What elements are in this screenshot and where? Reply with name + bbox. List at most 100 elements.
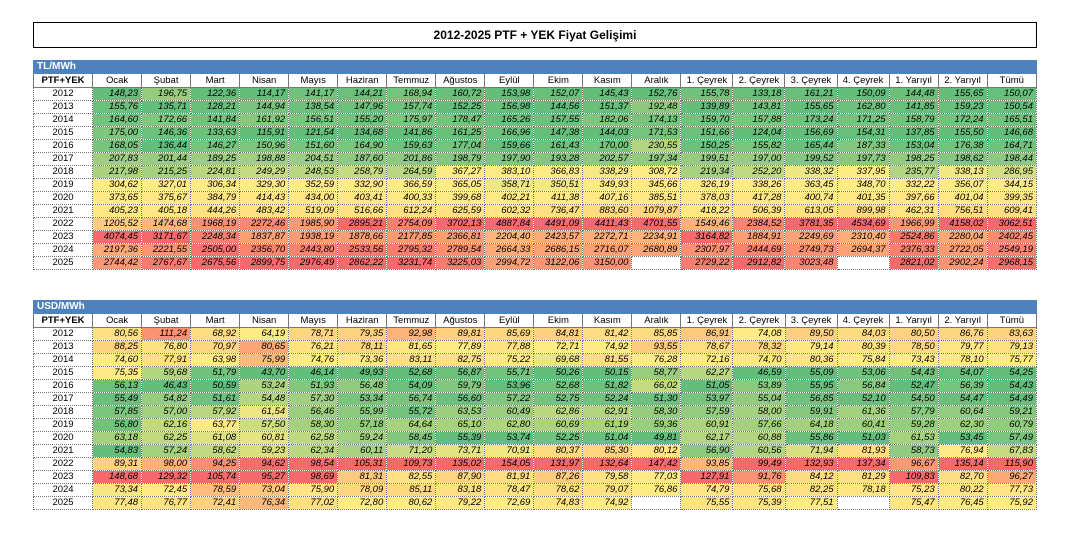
value-cell: 155,50 [937,126,988,140]
value-cell: 198,25 [888,152,939,166]
value-cell: 153,98 [484,87,535,101]
value-cell: 74,83 [533,496,584,510]
value-cell: 156,98 [484,100,535,114]
value-cell: 2675,56 [190,256,241,270]
value-cell: 144,21 [337,87,388,101]
value-cell: 53,45 [937,431,988,445]
value-cell: 2716,07 [582,243,633,257]
value-cell: 60,41 [836,418,890,432]
value-cell: 1985,90 [288,217,339,231]
value-cell: 78,11 [337,340,388,354]
value-cell: 98,00 [141,457,192,471]
year-cell: 2021 [32,444,94,458]
value-cell: 2729,22 [680,256,734,270]
value-cell: 345,66 [631,178,682,192]
value-cell: 63,18 [92,431,143,445]
column-header: Nisan [239,73,290,88]
value-cell: 258,79 [337,165,388,179]
value-cell: 137,34 [836,457,890,471]
value-cell: 81,93 [836,444,890,458]
value-cell: 3225,03 [435,256,486,270]
value-cell: 1938,19 [288,230,339,244]
value-cell: 2664,33 [484,243,535,257]
value-cell: 4534,69 [836,217,890,231]
value-cell: 160,72 [435,87,486,101]
value-cell: 144,94 [239,100,290,114]
value-cell: 76,80 [141,340,192,354]
value-cell: 74,08 [732,327,786,341]
value-cell: 128,21 [190,100,241,114]
value-cell: 73,71 [435,444,486,458]
value-cell: 54,43 [986,379,1038,393]
value-cell: 366,59 [386,178,437,192]
value-cell: 49,81 [631,431,682,445]
value-cell: 192,48 [631,100,682,114]
value-cell: 51,04 [582,431,633,445]
column-header: Mart [190,73,241,88]
column-header: Ekim [533,313,584,328]
value-cell: 2549,19 [986,243,1038,257]
value-cell: 350,51 [533,178,584,192]
value-cell: 71,20 [386,444,437,458]
value-cell: 2376,33 [888,243,939,257]
value-cell: 73,36 [337,353,388,367]
value-cell: 74,70 [732,353,786,367]
value-cell: 2366,81 [435,230,486,244]
value-cell: 164,90 [337,139,388,153]
data-row: 2021 54,83 57,24 58,62 59,23 62,34 60,11 71,20 7… [32,444,1038,458]
value-cell: 86,76 [937,327,988,341]
column-header: Nisan [239,313,290,328]
header-row: PTF+YEK Ocak Şubat Mart Nisan Mayıs Haziran Tem… [32,73,1038,88]
column-header: Şubat [141,73,192,88]
value-cell: 55,04 [732,392,786,406]
data-row: 2017 55,49 54,82 51,61 54,48 57,30 53,34 56,74 5… [32,392,1038,406]
value-cell: 76,45 [937,496,988,510]
value-cell: 78,09 [337,483,388,497]
value-cell: 1968,19 [190,217,241,231]
column-header: 2. Çeyrek [732,73,786,88]
value-cell: 72,80 [337,496,388,510]
value-cell: 154,31 [836,126,890,140]
column-header: Eylül [484,73,535,88]
value-cell: 150,09 [836,87,890,101]
column-header: 1. Çeyrek [680,73,734,88]
value-cell: 148,68 [92,470,143,484]
value-cell: 72,16 [680,353,734,367]
column-header: Temmuz [386,73,437,88]
unit-label: USD/MWh [33,300,1037,314]
value-cell: 99,49 [732,457,786,471]
value-cell: 61,19 [582,418,633,432]
value-cell: 81,31 [337,470,388,484]
value-cell: 2249,69 [784,230,838,244]
value-cell: 81,55 [582,353,633,367]
value-cell: 418,22 [680,204,734,218]
value-cell: 59,68 [141,366,192,380]
value-cell: 96,67 [888,457,939,471]
value-cell: 152,07 [533,87,584,101]
value-cell: 168,94 [386,87,437,101]
value-cell: 133,18 [732,87,786,101]
value-cell: 136,44 [141,139,192,153]
value-cell: 79,14 [784,340,838,354]
value-cell: 52,47 [888,379,939,393]
value-cell: 71,94 [784,444,838,458]
year-cell: 2020 [32,191,94,205]
value-cell: 76,94 [937,444,988,458]
value-cell: 49,93 [337,366,388,380]
value-cell: 56,80 [92,418,143,432]
value-cell: 52,75 [533,392,584,406]
column-header: Tümü [986,313,1038,328]
value-cell: 148,23 [92,87,143,101]
value-cell: 80,50 [888,327,939,341]
value-cell: 55,99 [337,405,388,419]
value-cell: 79,77 [937,340,988,354]
value-cell: 62,58 [288,431,339,445]
value-cell: 72,45 [141,483,192,497]
value-cell: 2248,34 [190,230,241,244]
value-cell: 78,47 [484,483,535,497]
value-cell: 248,53 [288,165,339,179]
year-cell: 2021 [32,204,94,218]
data-table: USD/MWh PTF+YEK Ocak Şubat Mart Nisan Mayıs Haz… [32,300,1038,510]
value-cell: 198,88 [239,152,290,166]
value-cell: 62,86 [533,405,584,419]
